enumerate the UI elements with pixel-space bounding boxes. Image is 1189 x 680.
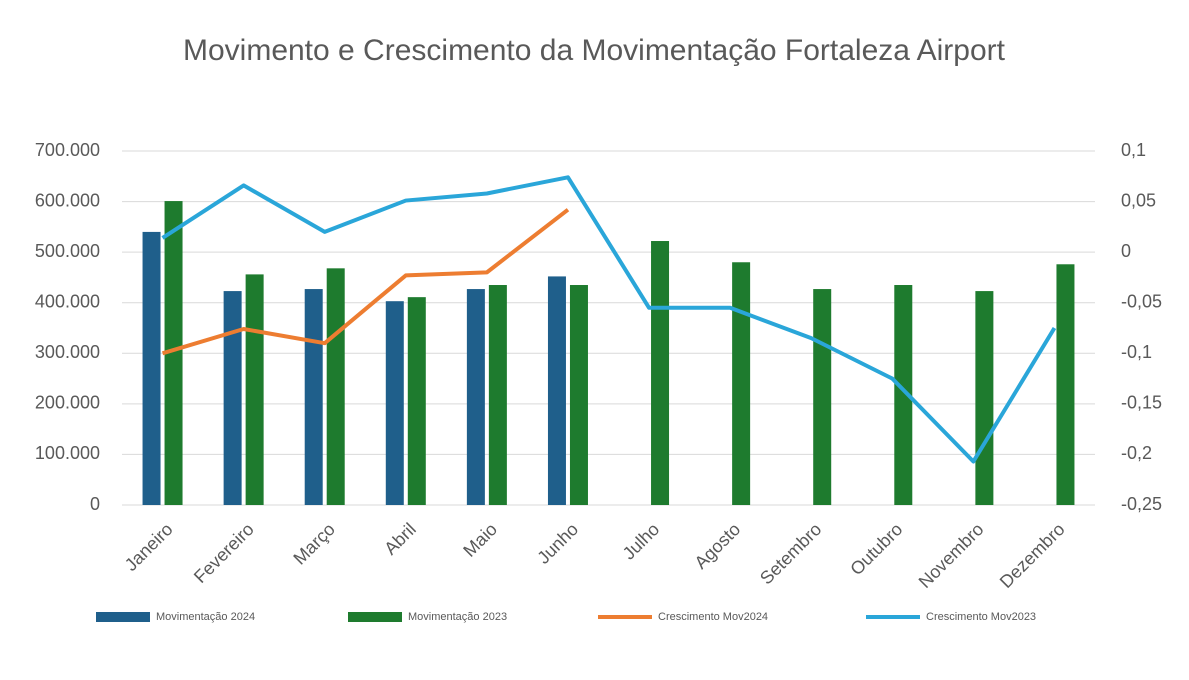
y-tick-label: 400.000 <box>35 291 100 311</box>
x-tick-label: Maio <box>459 519 501 561</box>
y-tick-label: 700.000 <box>35 140 100 160</box>
bar <box>547 276 566 505</box>
bar <box>142 231 161 505</box>
y-tick-label: 0 <box>90 494 100 514</box>
x-tick-label: Abril <box>380 519 420 559</box>
bar <box>385 301 404 505</box>
legend-label: Movimentação 2024 <box>156 611 255 623</box>
bar <box>1056 264 1075 505</box>
bar <box>245 274 264 505</box>
bar <box>304 289 323 505</box>
y2-tick-label: -0,05 <box>1121 291 1162 311</box>
x-tick-label: Janeiro <box>121 519 177 575</box>
y2-tick-label: 0,05 <box>1121 190 1156 210</box>
bar <box>813 289 832 505</box>
y2-tick-label: -0,15 <box>1121 393 1162 413</box>
legend-swatch <box>348 612 402 622</box>
x-tick-label: Novembro <box>915 519 988 592</box>
legend-label: Crescimento Mov2024 <box>658 611 768 623</box>
bar <box>223 291 242 505</box>
y2-tick-label: 0 <box>1121 241 1131 261</box>
x-tick-label: Agosto <box>691 519 745 573</box>
legend-label: Movimentação 2023 <box>408 611 507 623</box>
bar <box>569 285 588 505</box>
x-tick-label: Dezembro <box>996 519 1069 592</box>
x-tick-label: Setembro <box>756 519 825 588</box>
y-tick-label: 300.000 <box>35 342 100 362</box>
bar <box>466 289 485 505</box>
legend-label: Crescimento Mov2023 <box>926 611 1036 623</box>
x-tick-label: Julho <box>619 519 664 564</box>
y-tick-label: 600.000 <box>35 190 100 210</box>
line <box>161 208 570 356</box>
x-tick-label: Março <box>289 519 339 569</box>
bar <box>407 297 426 505</box>
y2-tick-label: -0,2 <box>1121 443 1152 463</box>
bar <box>732 262 751 505</box>
bar <box>975 291 994 505</box>
legend-swatch <box>96 612 150 622</box>
x-tick-label: Outubro <box>846 519 906 579</box>
line <box>161 175 1057 464</box>
bar <box>488 285 507 505</box>
y2-tick-label: -0,25 <box>1121 494 1162 514</box>
y-tick-label: 100.000 <box>35 443 100 463</box>
y2-tick-label: -0,1 <box>1121 342 1152 362</box>
bar <box>894 285 913 505</box>
bar <box>326 268 345 505</box>
y-tick-label: 500.000 <box>35 241 100 261</box>
bar <box>164 201 183 505</box>
chart-title: Movimento e Crescimento da Movimentação … <box>182 34 1005 67</box>
x-tick-label: Fevereiro <box>190 519 258 587</box>
y2-tick-label: 0,1 <box>1121 140 1146 160</box>
bar <box>651 241 670 505</box>
y-tick-label: 200.000 <box>35 393 100 413</box>
x-tick-label: Junho <box>533 519 582 568</box>
